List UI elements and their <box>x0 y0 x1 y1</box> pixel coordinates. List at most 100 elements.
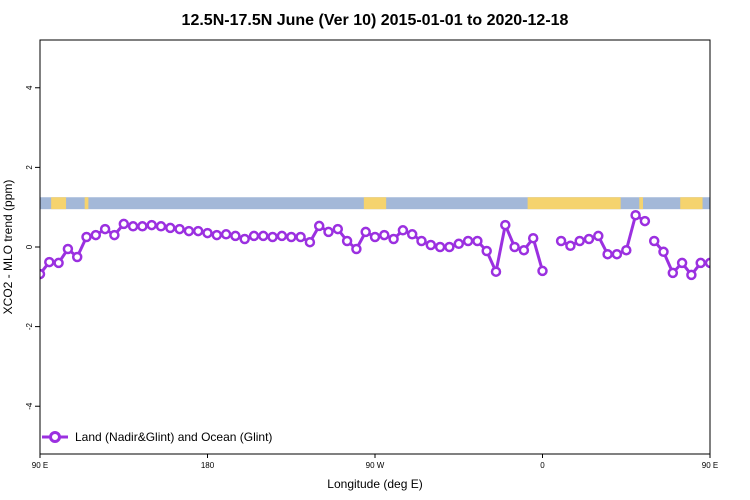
y-tick-label: 2 <box>25 165 34 170</box>
data-point <box>667 267 679 279</box>
data-point <box>174 223 185 235</box>
y-tick-label: 0 <box>25 244 34 249</box>
y-tick-label: -4 <box>25 402 34 410</box>
data-point <box>583 233 595 245</box>
data-point <box>304 236 316 248</box>
data-point <box>593 230 604 242</box>
data-point <box>99 223 111 235</box>
data-point <box>165 222 176 234</box>
series-layer <box>40 209 750 281</box>
data-point <box>276 230 288 242</box>
data-point <box>81 231 92 243</box>
data-point <box>351 243 362 255</box>
data-point <box>621 244 632 256</box>
data-point <box>425 239 437 251</box>
data-point <box>715 245 723 253</box>
x-axis-label: Longitude (deg E) <box>327 477 422 491</box>
data-point <box>648 235 660 247</box>
data-point <box>369 231 381 243</box>
data-point <box>202 227 213 239</box>
data-point <box>295 231 306 243</box>
data-point <box>258 230 269 242</box>
data-point <box>220 229 232 240</box>
data-point <box>527 232 539 244</box>
data-point <box>62 243 74 255</box>
data-point <box>462 235 474 247</box>
data-point <box>676 257 688 269</box>
data-point <box>518 244 530 256</box>
map-land-segment <box>363 197 387 210</box>
data-point <box>286 231 297 243</box>
series-group <box>40 209 750 281</box>
data-point <box>406 229 418 240</box>
x-tick-label: 90 W <box>366 461 385 470</box>
data-point <box>192 225 204 237</box>
map-land-segment <box>51 197 67 210</box>
data-point <box>313 220 325 232</box>
map-land-segment <box>84 197 89 210</box>
data-point <box>686 269 697 281</box>
y-axis: -4 -2 0 2 4 <box>25 85 40 410</box>
data-point <box>611 248 623 260</box>
y-tick-label: 4 <box>25 85 34 90</box>
data-point <box>639 215 651 227</box>
data-point <box>137 221 148 232</box>
data-point <box>183 225 195 237</box>
x-tick-label: 0 <box>540 461 545 470</box>
data-point <box>481 245 492 257</box>
data-point <box>155 221 167 232</box>
map-land-segment <box>639 197 643 210</box>
legend: Land (Nadir&Glint) and Ocean (Glint) <box>42 430 272 444</box>
x-tick-label: 180 <box>201 461 215 470</box>
data-point <box>490 266 502 277</box>
data-point <box>71 251 83 263</box>
data-point <box>118 218 130 230</box>
data-point <box>230 230 241 242</box>
data-point <box>44 256 55 268</box>
map-strip <box>40 197 710 210</box>
data-point <box>360 226 371 238</box>
data-point <box>743 232 750 240</box>
data-point <box>248 230 260 242</box>
legend-label: Land (Nadir&Glint) and Ocean (Glint) <box>75 430 272 444</box>
data-point <box>146 219 157 231</box>
data-point <box>695 257 706 269</box>
data-point <box>574 235 585 247</box>
data-point <box>127 221 139 232</box>
data-point <box>239 233 250 245</box>
y-tick-label: -2 <box>25 323 34 331</box>
data-point <box>725 251 733 259</box>
x-axis: 90 E 180 90 W 0 90 E <box>32 454 718 470</box>
data-point <box>509 241 520 253</box>
data-point <box>379 229 390 241</box>
plot-frame <box>39 39 711 455</box>
data-point <box>602 248 613 260</box>
data-point <box>211 229 223 241</box>
y-axis-label: XCO2 - MLO trend (ppm) <box>1 180 15 315</box>
data-point <box>332 223 344 235</box>
chart-title: 12.5N-17.5N June (Ver 10) 2015-01-01 to … <box>182 12 569 29</box>
data-point <box>630 209 641 221</box>
data-point <box>341 235 353 247</box>
data-point <box>500 219 511 231</box>
data-point <box>267 231 278 243</box>
data-point <box>444 241 455 253</box>
data-point <box>90 229 102 241</box>
x-tick-label: 90 E <box>32 461 48 470</box>
data-point <box>323 226 334 238</box>
data-point <box>453 238 465 250</box>
data-point <box>53 257 64 269</box>
data-point <box>109 229 120 241</box>
data-point <box>555 235 567 247</box>
data-point <box>734 233 742 241</box>
data-point <box>388 233 399 245</box>
map-land-segment <box>527 197 621 210</box>
data-point <box>537 265 548 277</box>
data-point <box>472 235 483 247</box>
map-land-segment <box>680 197 703 210</box>
data-point <box>40 268 46 280</box>
data-point <box>416 235 427 247</box>
data-point <box>397 225 409 236</box>
legend-marker-swatch <box>49 431 61 443</box>
